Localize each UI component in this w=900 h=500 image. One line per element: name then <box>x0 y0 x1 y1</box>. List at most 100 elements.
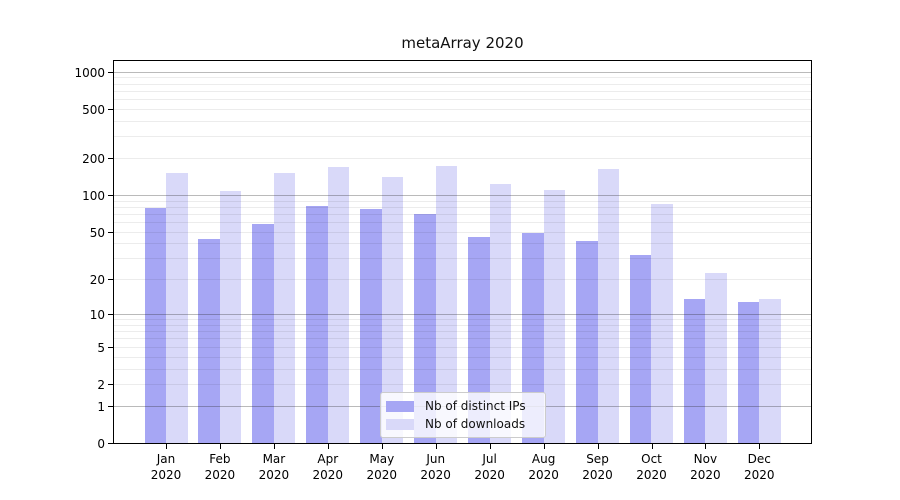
legend-row-downloads: Nb of downloads <box>386 415 545 433</box>
y-tick-10 <box>108 314 113 316</box>
bar-downloads-feb <box>219 190 242 444</box>
x-tick-label-may: May 2020 <box>366 452 398 482</box>
legend-label-downloads: Nb of downloads <box>425 417 526 431</box>
y-tick-label-200: 200 <box>82 152 105 166</box>
bar-distinct-ips-nov <box>683 298 706 444</box>
y-tick-5 <box>108 346 113 348</box>
y-tick-1000 <box>108 71 113 73</box>
bar-distinct-ips-jun <box>414 214 436 444</box>
y-tick-500 <box>108 108 113 110</box>
gridline-minor-800 <box>113 83 812 85</box>
x-tick-label-jan: Jan 2020 <box>150 452 182 482</box>
bar-downloads-jun <box>435 165 458 444</box>
plot-area: 0 1 2 5 10 20 50 100 200 500 1000 Jan 2020 Feb 2020 Mar… <box>74 60 812 482</box>
gridline-minor-600 <box>113 99 812 101</box>
gridline-minor-200 <box>113 158 812 159</box>
gridline-minor-900 <box>113 77 812 79</box>
x-tick-label-apr: Apr 2020 <box>312 452 344 482</box>
gridline-minor-8 <box>113 324 812 326</box>
y-tick-label-2: 2 <box>97 378 105 392</box>
y-tick-label-10: 10 <box>89 308 105 323</box>
y-tick-1 <box>108 405 113 407</box>
x-tick-sep <box>597 444 599 449</box>
x-tick-apr <box>327 444 329 449</box>
bar-distinct-ips-jan <box>144 207 166 444</box>
legend-swatch-downloads <box>386 418 414 430</box>
bar-downloads-nov <box>705 273 727 444</box>
gridline-minor-20 <box>113 279 812 281</box>
gridline-minor-80 <box>113 206 812 208</box>
x-tick-label-mar: Mar 2020 <box>258 452 290 482</box>
gridline-minor-9 <box>113 319 812 321</box>
bar-downloads-oct <box>651 204 673 444</box>
y-tick-label-500: 500 <box>82 102 105 117</box>
gridline-minor-2 <box>113 384 812 385</box>
x-tick-jun <box>435 444 437 449</box>
y-tick-label-1000: 1000 <box>74 65 105 80</box>
x-tick-dec <box>759 444 761 449</box>
x-tick-jan <box>166 444 167 449</box>
gridline-major-10 <box>113 314 812 316</box>
x-tick-mar <box>273 444 275 449</box>
x-tick-jul <box>489 444 491 449</box>
gridline-minor-40 <box>113 243 812 245</box>
gridline-minor-60 <box>113 222 812 224</box>
gridline-minor-3 <box>113 368 812 370</box>
y-tick-label-20: 20 <box>89 273 105 288</box>
gridline-minor-70 <box>113 213 812 215</box>
gridline-minor-300 <box>113 136 812 138</box>
bar-downloads-sep <box>597 169 620 444</box>
x-tick-feb <box>219 444 221 449</box>
chart-title: metaArray 2020 <box>401 34 524 52</box>
bar-distinct-ips-aug <box>522 232 544 444</box>
legend-swatch-distinct-ips <box>386 400 414 412</box>
x-tick-label-oct: Oct 2020 <box>636 452 667 482</box>
legend-label-distinct-ips: Nb of distinct IPs <box>425 399 526 413</box>
gridline-minor-7 <box>113 331 812 333</box>
gridline-minor-5 <box>113 346 812 348</box>
gridline-minor-4 <box>113 356 812 358</box>
bar-downloads-apr <box>327 167 350 444</box>
y-tick-label-50: 50 <box>89 225 105 240</box>
y-tick-200 <box>108 158 113 159</box>
gridline-minor-500 <box>113 108 812 110</box>
bar-downloads-aug <box>543 189 566 444</box>
x-tick-label-dec: Dec 2020 <box>744 452 775 482</box>
gridline-major-1000 <box>113 71 812 73</box>
bar-downloads-mar <box>273 173 296 444</box>
x-tick-label-aug: Aug 2020 <box>528 452 559 482</box>
gridline-minor-6 <box>113 338 812 340</box>
bar-downloads-jan <box>166 172 188 444</box>
y-tick-label-100: 100 <box>82 189 105 203</box>
bar-distinct-ips-apr <box>306 205 328 444</box>
gridline-minor-50 <box>113 231 812 233</box>
bar-downloads-dec <box>759 298 781 444</box>
gridline-minor-400 <box>113 120 812 122</box>
legend-row-distinct-ips: Nb of distinct IPs <box>386 397 545 415</box>
x-tick-label-jun: Jun 2020 <box>420 452 451 482</box>
gridline-minor-30 <box>113 258 812 260</box>
y-tick-20 <box>108 279 113 281</box>
gridline-minor-90 <box>113 200 812 202</box>
y-tick-0 <box>108 443 113 444</box>
bar-distinct-ips-may <box>360 209 382 444</box>
x-tick-nov <box>705 444 707 449</box>
bar-distinct-ips-dec <box>737 302 760 444</box>
x-tick-oct <box>651 444 653 449</box>
x-tick-label-jul: Jul 2020 <box>474 452 505 482</box>
bar-downloads-jul <box>489 184 512 444</box>
x-tick-may <box>381 444 383 449</box>
x-tick-label-feb: Feb 2020 <box>204 452 236 482</box>
gridline-minor-700 <box>113 90 812 92</box>
y-tick-label-5: 5 <box>97 340 105 355</box>
gridline-major-100 <box>113 195 812 196</box>
bar-distinct-ips-feb <box>198 239 220 444</box>
x-tick-aug <box>543 444 545 449</box>
bar-downloads-may <box>381 176 404 444</box>
bar-distinct-ips-mar <box>252 224 274 444</box>
y-tick-2 <box>108 384 113 385</box>
y-tick-label-1: 1 <box>97 399 105 414</box>
x-tick-label-sep: Sep 2020 <box>582 452 613 482</box>
bar-distinct-ips-sep <box>576 240 598 444</box>
